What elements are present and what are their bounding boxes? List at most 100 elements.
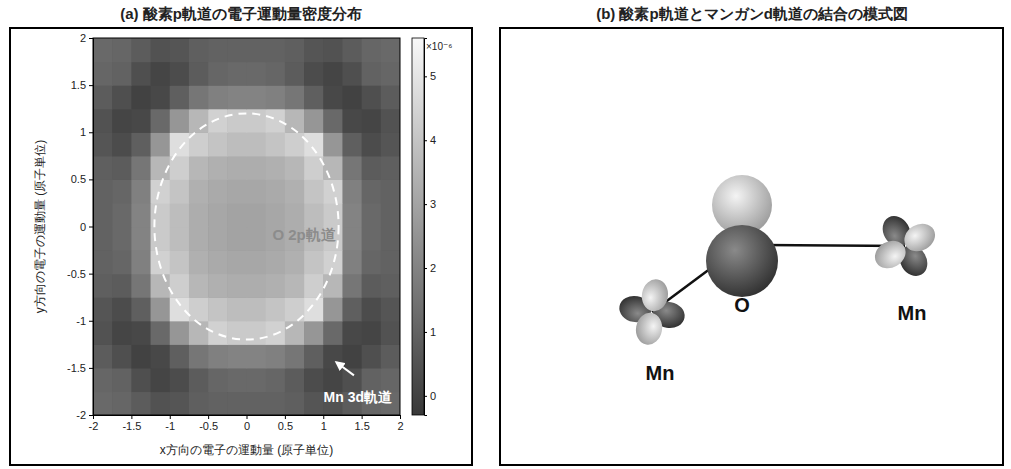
heatmap-cell — [112, 274, 132, 298]
heatmap-cell — [381, 227, 400, 251]
heatmap-cell — [112, 203, 132, 227]
atom-label: O — [734, 294, 750, 316]
heatmap-cell — [112, 344, 132, 368]
heatmap-cell — [381, 109, 400, 133]
heatmap-cell — [93, 203, 113, 227]
heatmap-cell — [208, 227, 228, 251]
tick-label: -2 — [89, 420, 99, 432]
heatmap-cell — [208, 344, 228, 368]
heatmap-cell — [304, 109, 324, 133]
colorbar-exponent: ×10⁻⁶ — [426, 41, 452, 52]
tick: -0.5 — [199, 415, 218, 432]
heatmap-cell — [189, 38, 209, 62]
heatmap-cell — [189, 391, 209, 415]
heatmap-cell — [362, 179, 382, 203]
heatmap-cell — [227, 368, 247, 392]
heatmap-cell — [323, 297, 343, 321]
heatmap-cell — [93, 227, 113, 251]
tick-label: 2 — [430, 262, 436, 274]
heatmap-cell — [189, 250, 209, 274]
heatmap-cell — [266, 132, 286, 156]
tick-mark — [424, 268, 427, 269]
heatmap-cell — [151, 109, 171, 133]
heatmap-cell — [342, 250, 362, 274]
heatmap-cell — [151, 368, 171, 392]
heatmap-cell — [362, 85, 382, 109]
heatmap-cell — [247, 109, 267, 133]
heatmap-cell — [285, 321, 305, 345]
tick-label: 5 — [430, 70, 436, 82]
tick-mark — [89, 85, 93, 86]
heatmap-cell — [189, 297, 209, 321]
heatmap-cell — [381, 203, 400, 227]
heatmap-cell — [227, 250, 247, 274]
heatmap-cell — [247, 85, 267, 109]
heatmap-cell — [93, 38, 113, 62]
heatmap-cell — [304, 297, 324, 321]
tick-label: 0.5 — [278, 420, 293, 432]
heatmap-cell — [93, 85, 113, 109]
tick-label: 1 — [80, 126, 86, 138]
panel-frame — [500, 28, 1003, 465]
heatmap-cell — [285, 274, 305, 298]
heatmap-cell — [323, 109, 343, 133]
heatmap-cell — [227, 321, 247, 345]
heatmap-cell — [362, 227, 382, 251]
tick-label: 1 — [321, 420, 327, 432]
tick: 2 — [397, 415, 403, 432]
tick-mark — [89, 274, 93, 275]
heatmap-cell — [266, 85, 286, 109]
heatmap-cell — [247, 156, 267, 180]
heatmap-cell — [266, 156, 286, 180]
heatmap-cell — [170, 250, 190, 274]
heatmap-cell — [247, 38, 267, 62]
heatmap-cell — [189, 227, 209, 251]
heatmap-cell — [93, 274, 113, 298]
heatmap-cell — [323, 203, 343, 227]
heatmap-cell — [342, 156, 362, 180]
heatmap-cell — [189, 274, 209, 298]
heatmap-cell — [93, 132, 113, 156]
heatmap-cell — [323, 156, 343, 180]
heatmap-cell — [266, 203, 286, 227]
tick: 0 — [424, 390, 436, 402]
tick-label: 0 — [80, 221, 86, 233]
heatmap-cell — [112, 297, 132, 321]
tick: 1 — [321, 415, 327, 432]
tick: -1.5 — [67, 362, 93, 374]
heatmap-cell — [362, 250, 382, 274]
orbital-lobe — [639, 277, 670, 313]
heatmap-cell — [285, 368, 305, 392]
heatmap-cell — [304, 132, 324, 156]
tick: -1 — [165, 415, 175, 432]
heatmap-cell — [342, 179, 362, 203]
heatmap-cell — [285, 62, 305, 86]
tick-mark — [208, 415, 209, 419]
heatmap-cell — [247, 297, 267, 321]
tick: 1 — [80, 126, 93, 138]
heatmap-cell — [208, 321, 228, 345]
heatmap-cell — [170, 109, 190, 133]
heatmap-cell — [170, 274, 190, 298]
heatmap-cell — [189, 109, 209, 133]
tick-label: -0.5 — [67, 268, 86, 280]
heatmap-cell — [112, 227, 132, 251]
heatmap-cell — [151, 321, 171, 345]
heatmap-cell — [247, 179, 267, 203]
plot-marks — [93, 38, 400, 415]
heatmap-cell — [247, 203, 267, 227]
heatmap-cell — [112, 391, 132, 415]
heatmap-cell — [266, 274, 286, 298]
heatmap-cell — [93, 321, 113, 345]
heatmap-cell — [285, 38, 305, 62]
heatmap-cell — [342, 227, 362, 251]
heatmap-cell — [266, 344, 286, 368]
heatmap-cell — [151, 297, 171, 321]
heatmap-cell — [170, 203, 190, 227]
plot-frame — [93, 38, 400, 415]
heatmap-cell — [247, 344, 267, 368]
heatmap-cell — [323, 85, 343, 109]
tick-mark — [362, 415, 363, 419]
heatmap-cell — [304, 250, 324, 274]
heatmap-cell — [342, 344, 362, 368]
